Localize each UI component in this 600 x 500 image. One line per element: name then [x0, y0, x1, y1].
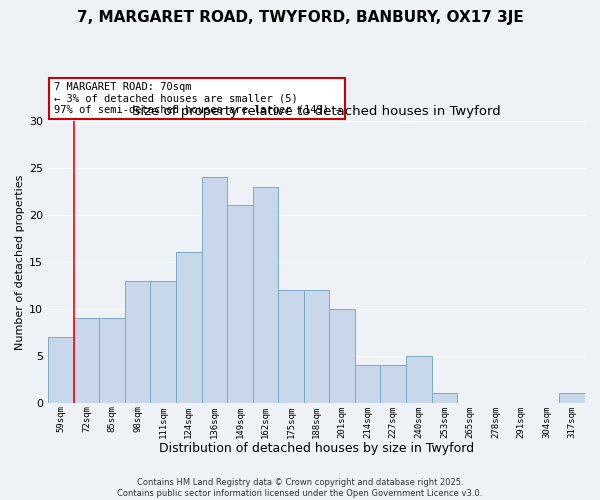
Bar	[227, 206, 253, 403]
Bar	[278, 290, 304, 403]
Text: Contains HM Land Registry data © Crown copyright and database right 2025.
Contai: Contains HM Land Registry data © Crown c…	[118, 478, 482, 498]
Bar	[99, 318, 125, 403]
Bar	[253, 186, 278, 403]
Bar	[431, 394, 457, 403]
Bar	[380, 365, 406, 403]
Bar	[559, 394, 585, 403]
Bar	[176, 252, 202, 403]
Bar	[125, 280, 151, 403]
X-axis label: Distribution of detached houses by size in Twyford: Distribution of detached houses by size …	[159, 442, 474, 455]
Text: 7, MARGARET ROAD, TWYFORD, BANBURY, OX17 3JE: 7, MARGARET ROAD, TWYFORD, BANBURY, OX17…	[77, 10, 523, 25]
Bar	[355, 365, 380, 403]
Y-axis label: Number of detached properties: Number of detached properties	[15, 174, 25, 350]
Bar	[202, 178, 227, 403]
Title: Size of property relative to detached houses in Twyford: Size of property relative to detached ho…	[132, 106, 501, 118]
Bar	[406, 356, 431, 403]
Bar	[304, 290, 329, 403]
Bar	[48, 337, 74, 403]
Text: 7 MARGARET ROAD: 70sqm
← 3% of detached houses are smaller (5)
97% of semi-detac: 7 MARGARET ROAD: 70sqm ← 3% of detached …	[53, 82, 341, 116]
Bar	[74, 318, 99, 403]
Bar	[151, 280, 176, 403]
Bar	[329, 309, 355, 403]
